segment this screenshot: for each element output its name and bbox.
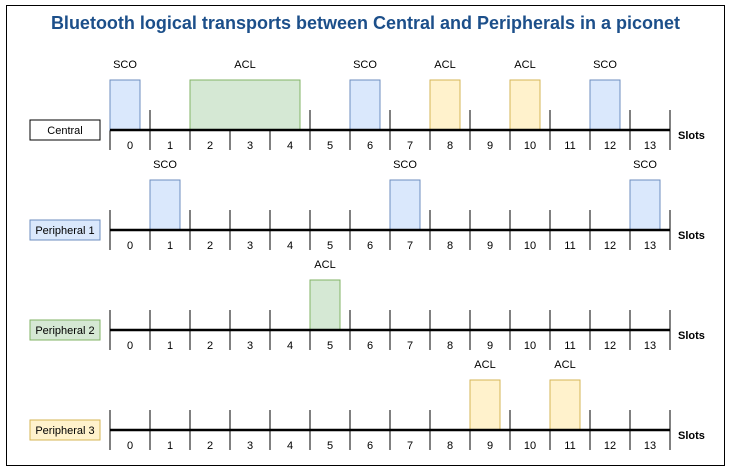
transmission-label: SCO <box>353 59 377 71</box>
transmission-acl-block <box>549 379 581 431</box>
slot-number: 1 <box>167 340 173 352</box>
slot-number: 13 <box>644 340 656 352</box>
slot-number: 7 <box>407 340 413 352</box>
slot-number: 12 <box>604 140 616 152</box>
row-label-box <box>29 119 101 141</box>
slot-number: 6 <box>367 340 373 352</box>
transmission-label: ACL <box>514 59 535 71</box>
slot-number: 6 <box>367 240 373 252</box>
row-label-box <box>29 319 101 341</box>
transmission-acl-block <box>509 79 541 131</box>
slot-number: 0 <box>127 440 133 452</box>
transmission-sco-block <box>389 179 421 231</box>
slot-number: 10 <box>524 140 536 152</box>
slot-number: 8 <box>447 240 453 252</box>
row-label: Peripheral 2 <box>35 325 94 337</box>
slot-number: 13 <box>644 440 656 452</box>
slot-number: 9 <box>487 240 493 252</box>
transmission-label: SCO <box>113 59 137 71</box>
transmission-label: SCO <box>593 59 617 71</box>
slot-number: 1 <box>167 240 173 252</box>
slot-number: 9 <box>487 440 493 452</box>
transmission-label: SCO <box>633 159 657 171</box>
slot-number: 0 <box>127 240 133 252</box>
slot-number: 9 <box>487 140 493 152</box>
slot-number: 4 <box>287 440 293 452</box>
diagram-frame <box>6 5 725 466</box>
transmission-acl-block <box>189 79 301 131</box>
slot-number: 2 <box>207 340 213 352</box>
slot-number: 5 <box>327 440 333 452</box>
slot-number: 4 <box>287 340 293 352</box>
slot-number: 5 <box>327 140 333 152</box>
slot-number: 0 <box>127 340 133 352</box>
transmission-sco-block <box>349 79 381 131</box>
row-label: Central <box>47 125 82 137</box>
transmission-sco-block <box>629 179 661 231</box>
slot-number: 10 <box>524 440 536 452</box>
slot-number: 1 <box>167 140 173 152</box>
slot-number: 11 <box>564 140 575 152</box>
transmission-acl-block <box>469 379 501 431</box>
slot-number: 6 <box>367 440 373 452</box>
slots-axis-label: Slots <box>678 230 705 242</box>
transmission-sco-block <box>109 79 141 131</box>
slots-axis-label: Slots <box>678 430 705 442</box>
slot-number: 10 <box>524 340 536 352</box>
slot-number: 12 <box>604 440 616 452</box>
transmission-label: ACL <box>474 359 495 371</box>
slot-number: 8 <box>447 340 453 352</box>
transmission-acl-block <box>309 279 341 331</box>
slot-number: 10 <box>524 240 536 252</box>
slot-number: 12 <box>604 240 616 252</box>
slot-number: 2 <box>207 140 213 152</box>
slot-number: 6 <box>367 140 373 152</box>
slot-number: 4 <box>287 140 293 152</box>
transmission-sco-block <box>149 179 181 231</box>
slot-number: 12 <box>604 340 616 352</box>
transmission-label: SCO <box>153 159 177 171</box>
slot-number: 8 <box>447 440 453 452</box>
slot-number: 11 <box>564 340 575 352</box>
slot-number: 7 <box>407 140 413 152</box>
row-label: Peripheral 1 <box>35 225 94 237</box>
slot-number: 2 <box>207 240 213 252</box>
slot-number: 5 <box>327 340 333 352</box>
transmission-label: ACL <box>434 59 455 71</box>
slot-number: 3 <box>247 340 253 352</box>
slot-number: 3 <box>247 140 253 152</box>
slot-number: 5 <box>327 240 333 252</box>
transmission-label: SCO <box>393 159 417 171</box>
slot-number: 3 <box>247 440 253 452</box>
row-label: Peripheral 3 <box>35 425 94 437</box>
slot-number: 3 <box>247 240 253 252</box>
transmission-label: ACL <box>554 359 575 371</box>
slots-axis-label: Slots <box>678 130 705 142</box>
slot-number: 4 <box>287 240 293 252</box>
slot-number: 13 <box>644 140 656 152</box>
slots-axis-label: Slots <box>678 330 705 342</box>
slot-number: 1 <box>167 440 173 452</box>
slot-number: 9 <box>487 340 493 352</box>
transmission-label: ACL <box>314 259 335 271</box>
slot-number: 13 <box>644 240 656 252</box>
slot-number: 7 <box>407 440 413 452</box>
transmission-label: ACL <box>234 59 255 71</box>
row-label-box <box>29 419 101 441</box>
slot-number: 11 <box>564 240 575 252</box>
slot-number: 7 <box>407 240 413 252</box>
diagram-title: Bluetooth logical transports between Cen… <box>50 13 681 33</box>
transmission-sco-block <box>589 79 621 131</box>
slot-number: 0 <box>127 140 133 152</box>
slot-number: 2 <box>207 440 213 452</box>
slot-number: 8 <box>447 140 453 152</box>
transmission-acl-block <box>429 79 461 131</box>
slot-number: 11 <box>564 440 575 452</box>
row-label-box <box>29 219 101 241</box>
